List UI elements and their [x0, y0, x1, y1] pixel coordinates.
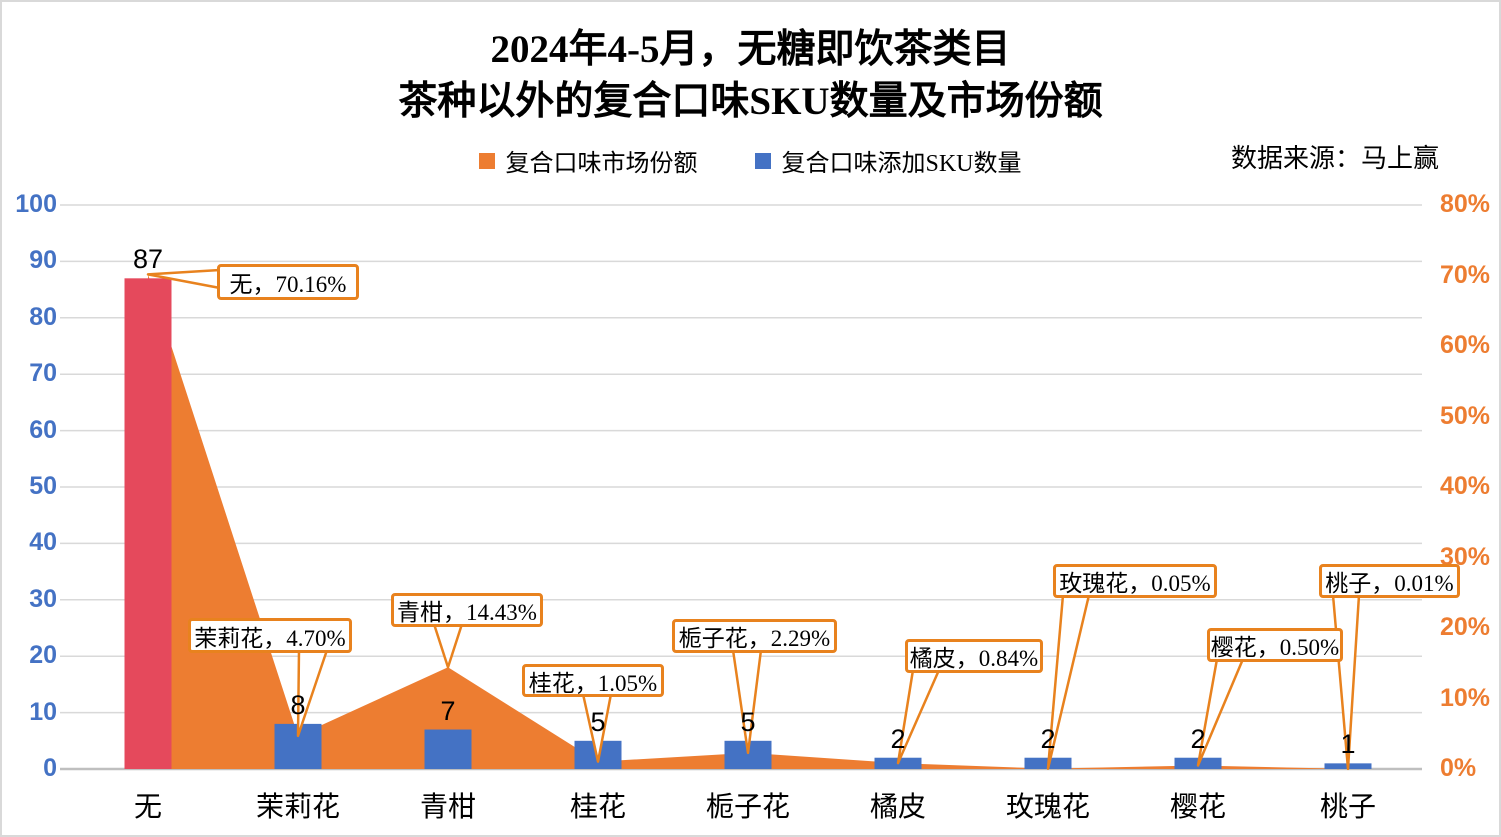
category-label-无: 无 — [133, 792, 162, 823]
right-axis-tick-50%: 50% — [1440, 401, 1491, 430]
sku-bar-青柑 — [424, 729, 472, 769]
category-label-青柑: 青柑 — [419, 792, 476, 823]
callout-box-栀子花: 栀子花，2.29% — [672, 619, 837, 653]
market-share-area-series — [148, 274, 1348, 769]
legend: 复合口味市场份额 复合口味添加SKU数量 — [2, 143, 1499, 178]
bar-value-label-青柑: 7 — [440, 695, 456, 726]
right-axis-tick-0%: 0% — [1440, 754, 1477, 782]
bar-value-label-玫瑰花: 2 — [1040, 723, 1056, 754]
bar-value-label-茉莉花: 8 — [290, 689, 306, 720]
left-axis-tick-70: 70 — [29, 359, 57, 388]
chart-title-line2: 茶种以外的复合口味SKU数量及市场份额 — [398, 79, 1103, 123]
callout-box-无: 无，70.16% — [217, 264, 359, 300]
right-axis-tick-10%: 10% — [1440, 683, 1491, 712]
category-label-玫瑰花: 玫瑰花 — [1005, 792, 1090, 823]
legend-item-2: 复合口味添加SKU数量 — [755, 143, 1022, 178]
right-axis-tick-40%: 40% — [1440, 472, 1491, 500]
category-label-桂花: 桂花 — [569, 792, 626, 823]
callout-box-玫瑰花: 玫瑰花，0.05% — [1053, 564, 1217, 598]
legend-label: 复合口味市场份额 — [505, 151, 698, 177]
legend-swatch-icon — [755, 152, 772, 169]
left-axis-tick-50: 50 — [29, 472, 57, 500]
right-axis-tick-20%: 20% — [1440, 613, 1491, 641]
left-axis-tick-0: 0 — [43, 754, 57, 782]
callout-box-茉莉花: 茉莉花，4.70% — [188, 618, 352, 653]
category-label-茉莉花: 茉莉花 — [255, 792, 340, 823]
right-axis-tick-60%: 60% — [1440, 331, 1491, 359]
left-axis-tick-80: 80 — [29, 302, 57, 331]
bar-value-label-桂花: 5 — [590, 706, 606, 737]
bar-value-label-栀子花: 5 — [740, 706, 756, 737]
left-axis-tick-60: 60 — [29, 415, 57, 444]
legend-item-1: 复合口味市场份额 — [479, 143, 697, 178]
callout-box-橘皮: 橘皮，0.84% — [905, 639, 1043, 673]
sku-bar-无 — [124, 278, 172, 769]
callout-box-青柑: 青柑，14.43% — [391, 593, 543, 627]
chart-title-line1: 2024年4-5月，无糖即饮茶类目 — [490, 28, 1011, 71]
bar-value-label-桃子: 1 — [1340, 729, 1356, 760]
callout-leader-青柑 — [432, 622, 464, 669]
left-axis-tick-20: 20 — [29, 641, 57, 670]
legend-swatch-icon — [479, 152, 496, 169]
callout-box-桃子: 桃子，0.01% — [1319, 564, 1460, 598]
callout-box-桂花: 桂花，1.05% — [522, 664, 664, 697]
category-label-栀子花: 栀子花 — [705, 792, 790, 823]
right-axis-tick-80%: 80% — [1440, 190, 1491, 218]
left-axis-tick-90: 90 — [29, 246, 57, 275]
bar-value-label-樱花: 2 — [1190, 723, 1206, 754]
right-axis-tick-70%: 70% — [1440, 260, 1491, 289]
chart-title: 2024年4-5月，无糖即饮茶类目 茶种以外的复合口味SKU数量及市场份额 — [2, 24, 1499, 128]
category-label-桃子: 桃子 — [1319, 792, 1376, 823]
data-source-note: 数据来源：马上赢 — [1230, 144, 1439, 173]
left-axis-tick-100: 100 — [15, 190, 57, 218]
bar-value-label-无: 87 — [132, 244, 164, 275]
left-axis-tick-10: 10 — [29, 697, 57, 726]
legend-label: 复合口味添加SKU数量 — [781, 151, 1022, 177]
left-axis-tick-30: 30 — [29, 584, 57, 613]
bar-value-label-橘皮: 2 — [890, 723, 906, 754]
category-label-橘皮: 橘皮 — [869, 792, 926, 823]
left-axis-tick-40: 40 — [29, 528, 57, 557]
callout-box-樱花: 樱花，0.50% — [1207, 628, 1343, 662]
category-label-樱花: 樱花 — [1169, 792, 1226, 823]
